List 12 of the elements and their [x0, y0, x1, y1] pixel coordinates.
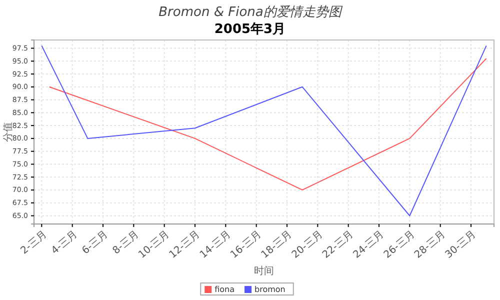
x-tick-label: 6-三月: [80, 228, 110, 257]
x-tick-label: 30-三月: [443, 228, 478, 261]
chart-title: Bromon & Fiona的爱情走势图: [158, 5, 344, 20]
legend-label: bromon: [254, 285, 286, 294]
legend-label: fiona: [214, 285, 235, 294]
x-axis-title: 时间: [254, 265, 274, 277]
chart-subtitle: 2005年3月: [214, 22, 286, 37]
y-axis-title: 分值: [2, 122, 14, 142]
x-tick-label: 4-三月: [50, 228, 80, 257]
x-tick-label: 2-三月: [18, 228, 50, 257]
line-series: [41, 45, 487, 216]
line-series: [48, 58, 487, 190]
